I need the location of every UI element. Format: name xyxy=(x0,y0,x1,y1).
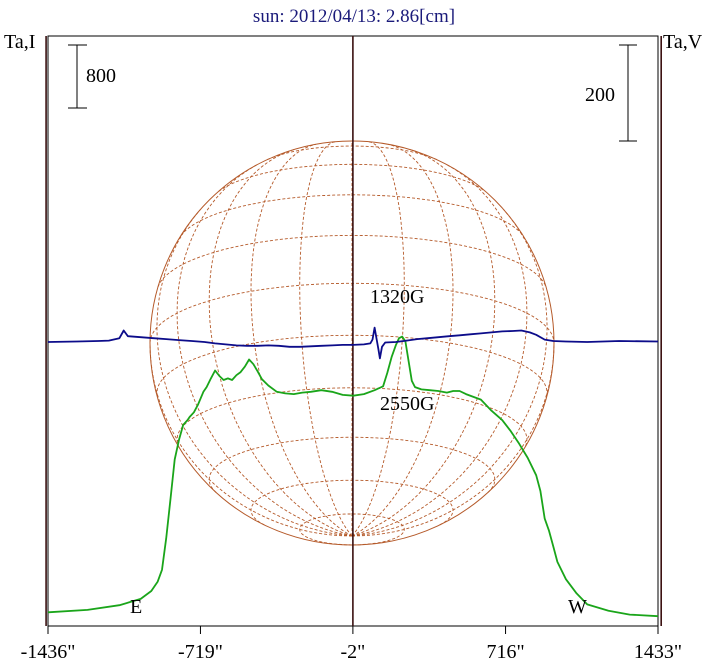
limb-label-west: W xyxy=(568,596,587,618)
longitude-line xyxy=(176,164,353,537)
scale-bar-left-label: 800 xyxy=(86,65,116,87)
longitude-line xyxy=(351,164,528,537)
x-tick-label: -719" xyxy=(178,641,223,662)
x-tick-label: 716" xyxy=(486,641,524,662)
chart-title: sun: 2012/04/13: 2.86[cm] xyxy=(253,6,455,27)
annotation-2550g: 2550G xyxy=(380,393,434,415)
series-lines xyxy=(47,326,659,618)
longitude-line xyxy=(351,149,496,537)
limb-label-east: E xyxy=(130,596,142,618)
x-tick-label: -2" xyxy=(340,641,365,662)
longitude-line xyxy=(351,209,548,537)
x-tick-label: 1433" xyxy=(634,641,682,662)
scale-bar-left xyxy=(68,44,87,109)
longitude-line xyxy=(351,143,454,537)
latitude-line xyxy=(176,387,528,448)
limb-lines xyxy=(45,36,662,626)
latitude-line xyxy=(299,513,405,546)
longitude-line xyxy=(208,149,353,537)
longitude-line xyxy=(149,342,353,537)
y-axis-label-left: Ta,I xyxy=(4,31,35,53)
y-axis-label-right: Ta,V xyxy=(663,31,703,53)
longitude-line xyxy=(351,141,405,537)
annotation-1320g: 1320G xyxy=(370,286,424,308)
longitude-line xyxy=(351,342,555,537)
x-tick-label: -1436" xyxy=(21,641,76,662)
solar-disk-grid xyxy=(149,140,555,546)
longitude-line xyxy=(250,143,353,537)
longitude-line xyxy=(156,209,353,537)
longitude-line xyxy=(299,141,353,537)
scale-bar-right xyxy=(619,44,637,142)
series-polarization-line xyxy=(47,326,659,360)
latitude-line xyxy=(208,436,496,493)
x-axis-ticks: -1436" -719" -2" 716" 1433" xyxy=(21,626,682,662)
series-intensity-line xyxy=(47,335,659,618)
scale-bar-right-label: 200 xyxy=(585,84,615,106)
